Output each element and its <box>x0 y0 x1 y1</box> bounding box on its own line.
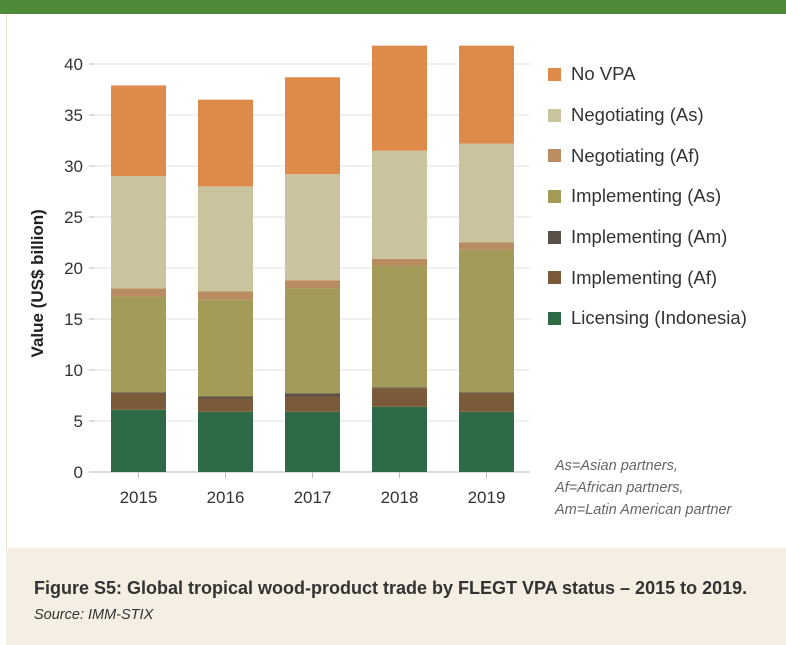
bar-segment-implementing-af <box>285 396 340 412</box>
figure-caption: Figure S5: Global tropical wood-product … <box>34 576 754 628</box>
bar-segment-negotiating-af <box>459 242 514 250</box>
bar-segment-implementing-af <box>198 398 253 412</box>
abbreviation-note: As=Asian partners, Af=African partners, … <box>555 455 780 521</box>
note-line-latin-american: Am=Latin American partner <box>555 502 732 518</box>
caption-title: Figure S5: Global tropical wood-product … <box>34 578 748 598</box>
y-tick-label: 40 <box>64 55 83 74</box>
legend-label: Implementing (Af) <box>571 266 717 288</box>
bar-segment-licensing-indonesia <box>285 411 340 472</box>
bar-segment-implementing-am <box>285 393 340 397</box>
legend-item: Implementing (Am) <box>548 217 780 258</box>
bar-segment-negotiating-as <box>372 150 427 259</box>
caption-source: Source: IMM-STIX <box>34 607 154 623</box>
frame-border <box>6 14 7 645</box>
bar-segment-implementing-af <box>459 393 514 412</box>
x-tick-label: 2018 <box>381 488 419 507</box>
legend-swatch <box>548 230 561 244</box>
bar-segment-implementing-af <box>372 388 427 407</box>
y-axis-title: Value (US$ billion) <box>28 209 47 357</box>
legend-label: Negotiating (Af) <box>571 144 700 166</box>
bar-segment-negotiating-as <box>459 143 514 243</box>
legend-swatch <box>548 311 561 325</box>
bar-segment-implementing-am <box>198 396 253 399</box>
legend-label: Negotiating (As) <box>571 104 704 126</box>
y-tick-label: 10 <box>64 361 83 380</box>
bar-segment-no-vpa <box>372 45 427 151</box>
bar-segment-implementing-as <box>372 265 427 388</box>
bar-segment-negotiating-af <box>198 291 253 300</box>
chart-legend: No VPA Negotiating (As) Negotiating (Af) Im… <box>548 54 780 339</box>
bar-segment-licensing-indonesia <box>111 409 166 472</box>
y-tick-label: 30 <box>64 157 83 176</box>
legend-label: No VPA <box>571 63 636 85</box>
bar-segment-negotiating-af <box>285 280 340 289</box>
legend-item: Licensing (Indonesia) <box>548 298 780 339</box>
bar-segment-implementing-as <box>198 299 253 397</box>
x-tick-label: 2017 <box>294 488 332 507</box>
bar-segment-licensing-indonesia <box>459 411 514 472</box>
bar-segment-no-vpa <box>111 85 166 177</box>
legend-label: Implementing (As) <box>571 185 722 207</box>
bar-segment-implementing-am <box>111 392 166 394</box>
bar-segment-implementing-am <box>372 387 427 389</box>
y-tick-label: 15 <box>64 310 83 329</box>
y-tick-label: 35 <box>64 106 83 125</box>
bar-segment-negotiating-as <box>198 186 253 292</box>
bar-segment-implementing-as <box>459 249 514 393</box>
bar-segment-implementing-am <box>459 392 514 394</box>
bar-segment-implementing-as <box>111 296 166 393</box>
bar-segment-licensing-indonesia <box>372 406 427 472</box>
bar-segment-implementing-as <box>285 288 340 394</box>
y-tick-label: 20 <box>64 259 83 278</box>
stacked-bar-chart: 0 5 10 15 20 25 30 35 40 2015 2016 2017 2018 2019 Valu… <box>28 45 530 507</box>
bar-segment-no-vpa <box>459 45 514 144</box>
legend-swatch <box>548 149 561 163</box>
legend-item: Negotiating (As) <box>548 95 780 136</box>
x-tick-label: 2016 <box>207 488 245 507</box>
x-tick-label: 2019 <box>468 488 506 507</box>
legend-swatch <box>548 67 561 81</box>
bar-segment-negotiating-as <box>285 174 340 281</box>
chart-area: 0 5 10 15 20 25 30 35 40 2015 2016 2017 2018 2019 Valu… <box>0 14 786 548</box>
legend-swatch <box>548 271 561 285</box>
note-line-asian: As=Asian partners, <box>555 458 678 474</box>
bar-segment-negotiating-as <box>111 176 166 289</box>
x-tick-label: 2015 <box>120 488 158 507</box>
legend-label: Licensing (Indonesia) <box>571 307 747 329</box>
y-tick-label: 25 <box>64 208 83 227</box>
legend-item: Negotiating (Af) <box>548 135 780 176</box>
legend-item: Implementing (Af) <box>548 257 780 298</box>
caption-box: Figure S5: Global tropical wood-product … <box>6 548 786 645</box>
bar-segment-licensing-indonesia <box>198 411 253 472</box>
bar-segment-no-vpa <box>285 77 340 175</box>
y-tick-label: 0 <box>74 463 83 482</box>
bar-segment-negotiating-af <box>111 288 166 297</box>
legend-swatch <box>548 108 561 122</box>
bar-segment-no-vpa <box>198 99 253 187</box>
legend-item: No VPA <box>548 54 780 95</box>
top-accent-bar <box>0 0 786 14</box>
legend-swatch <box>548 189 561 203</box>
y-tick-label: 5 <box>74 412 83 431</box>
legend-item: Implementing (As) <box>548 176 780 217</box>
legend-label: Implementing (Am) <box>571 226 728 248</box>
note-line-african: Af=African partners, <box>555 480 684 496</box>
bar-segment-negotiating-af <box>372 258 427 266</box>
bar-segment-implementing-af <box>111 393 166 410</box>
